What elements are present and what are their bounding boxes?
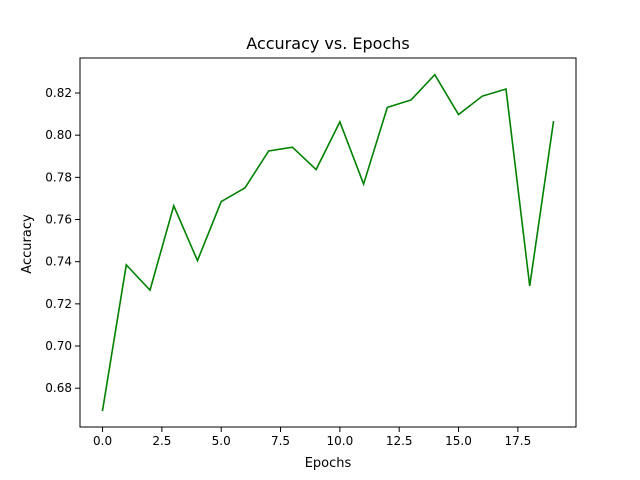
y-tick-label: 0.76 bbox=[45, 213, 72, 227]
x-axis-ticks: 0.0 2.5 5.0 7.5 10.0 12.5 15.0 17.5 bbox=[93, 427, 531, 448]
plot-frame bbox=[79, 57, 577, 428]
y-tick-label: 0.80 bbox=[45, 128, 72, 142]
y-tick-label: 0.72 bbox=[45, 297, 72, 311]
x-tick-label: 2.5 bbox=[152, 434, 171, 448]
y-tick-label: 0.70 bbox=[45, 339, 72, 353]
x-tick-label: 15.0 bbox=[445, 434, 472, 448]
y-axis-ticks: 0.68 0.70 0.72 0.74 0.76 0.78 0.80 0.82 bbox=[45, 86, 80, 395]
x-tick-label: 7.5 bbox=[271, 434, 290, 448]
x-tick-label: 17.5 bbox=[505, 434, 532, 448]
x-tick-label: 10.0 bbox=[327, 434, 354, 448]
y-axis-label: Accuracy bbox=[20, 214, 35, 274]
x-tick-label: 5.0 bbox=[212, 434, 231, 448]
y-tick-label: 0.74 bbox=[45, 255, 72, 269]
y-tick-label: 0.82 bbox=[45, 86, 72, 100]
y-tick-label: 0.68 bbox=[45, 381, 72, 395]
x-tick-label: 0.0 bbox=[93, 434, 112, 448]
plot-background bbox=[80, 58, 576, 427]
chart-title: Accuracy vs. Epochs bbox=[246, 34, 409, 53]
series-line-0 bbox=[101, 73, 555, 412]
plot-area bbox=[79, 57, 577, 428]
y-tick-label: 0.78 bbox=[45, 170, 72, 184]
x-axis-label: Epochs bbox=[305, 456, 352, 471]
x-tick-label: 12.5 bbox=[386, 434, 413, 448]
